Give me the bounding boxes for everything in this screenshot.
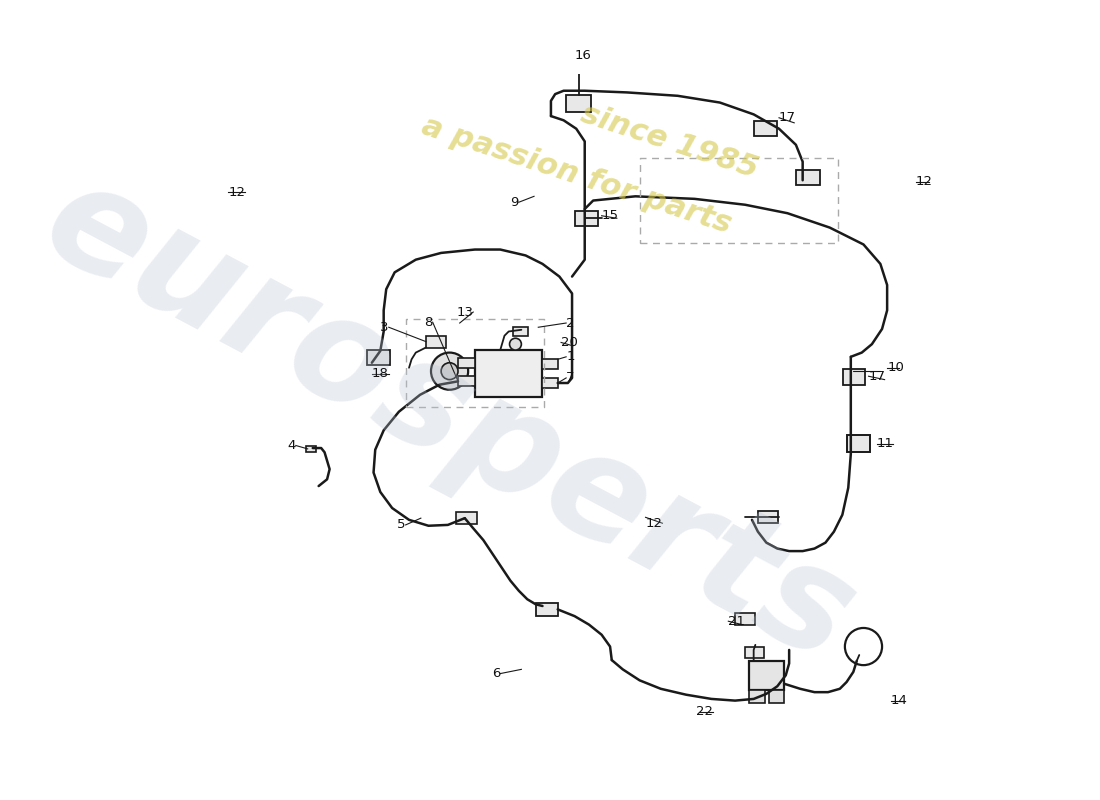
Text: 5: 5 bbox=[397, 518, 406, 531]
Text: 8: 8 bbox=[425, 316, 432, 329]
Text: 18: 18 bbox=[372, 367, 388, 380]
Bar bbox=[745, 646, 763, 658]
Circle shape bbox=[431, 353, 469, 390]
Text: 20: 20 bbox=[561, 336, 578, 349]
Text: 14: 14 bbox=[891, 694, 908, 707]
Bar bbox=[749, 690, 764, 703]
Text: since 1985: since 1985 bbox=[576, 99, 761, 184]
Text: 15: 15 bbox=[602, 210, 618, 222]
Text: 6: 6 bbox=[492, 667, 500, 680]
Text: 7: 7 bbox=[566, 371, 574, 385]
Bar bbox=[847, 435, 870, 452]
Bar bbox=[542, 378, 558, 388]
Text: 12: 12 bbox=[228, 186, 245, 198]
Text: 2: 2 bbox=[566, 317, 574, 330]
Text: 16: 16 bbox=[574, 49, 592, 62]
Bar bbox=[306, 446, 316, 452]
Bar bbox=[536, 602, 558, 616]
Text: 11: 11 bbox=[877, 438, 894, 450]
Bar bbox=[844, 370, 866, 385]
Bar bbox=[749, 661, 784, 690]
Bar bbox=[796, 170, 820, 186]
Text: 12: 12 bbox=[916, 175, 933, 189]
Text: 10: 10 bbox=[887, 362, 904, 374]
Circle shape bbox=[441, 362, 458, 380]
Bar bbox=[456, 512, 476, 524]
Text: 13: 13 bbox=[456, 306, 473, 318]
Text: 1: 1 bbox=[566, 350, 574, 363]
Bar bbox=[458, 358, 475, 368]
Bar bbox=[458, 376, 475, 386]
Text: 21: 21 bbox=[728, 614, 746, 628]
Text: 22: 22 bbox=[696, 705, 713, 718]
Text: 17: 17 bbox=[779, 111, 796, 124]
Text: 3: 3 bbox=[381, 321, 388, 334]
Text: eurosperts: eurosperts bbox=[22, 148, 877, 692]
Circle shape bbox=[509, 338, 521, 350]
Bar bbox=[513, 327, 528, 336]
Bar bbox=[475, 350, 542, 397]
Text: 12: 12 bbox=[646, 517, 662, 530]
Bar bbox=[754, 121, 778, 136]
Bar bbox=[758, 511, 778, 523]
Text: 17: 17 bbox=[869, 370, 886, 382]
Bar bbox=[426, 336, 447, 347]
Bar bbox=[574, 210, 598, 226]
Bar bbox=[366, 350, 390, 366]
Text: 9: 9 bbox=[510, 196, 519, 209]
Bar bbox=[735, 613, 756, 625]
Text: 4: 4 bbox=[287, 439, 296, 452]
Bar bbox=[566, 95, 592, 112]
Bar bbox=[769, 690, 784, 703]
Text: a passion for parts: a passion for parts bbox=[418, 111, 735, 239]
Bar bbox=[542, 359, 558, 370]
